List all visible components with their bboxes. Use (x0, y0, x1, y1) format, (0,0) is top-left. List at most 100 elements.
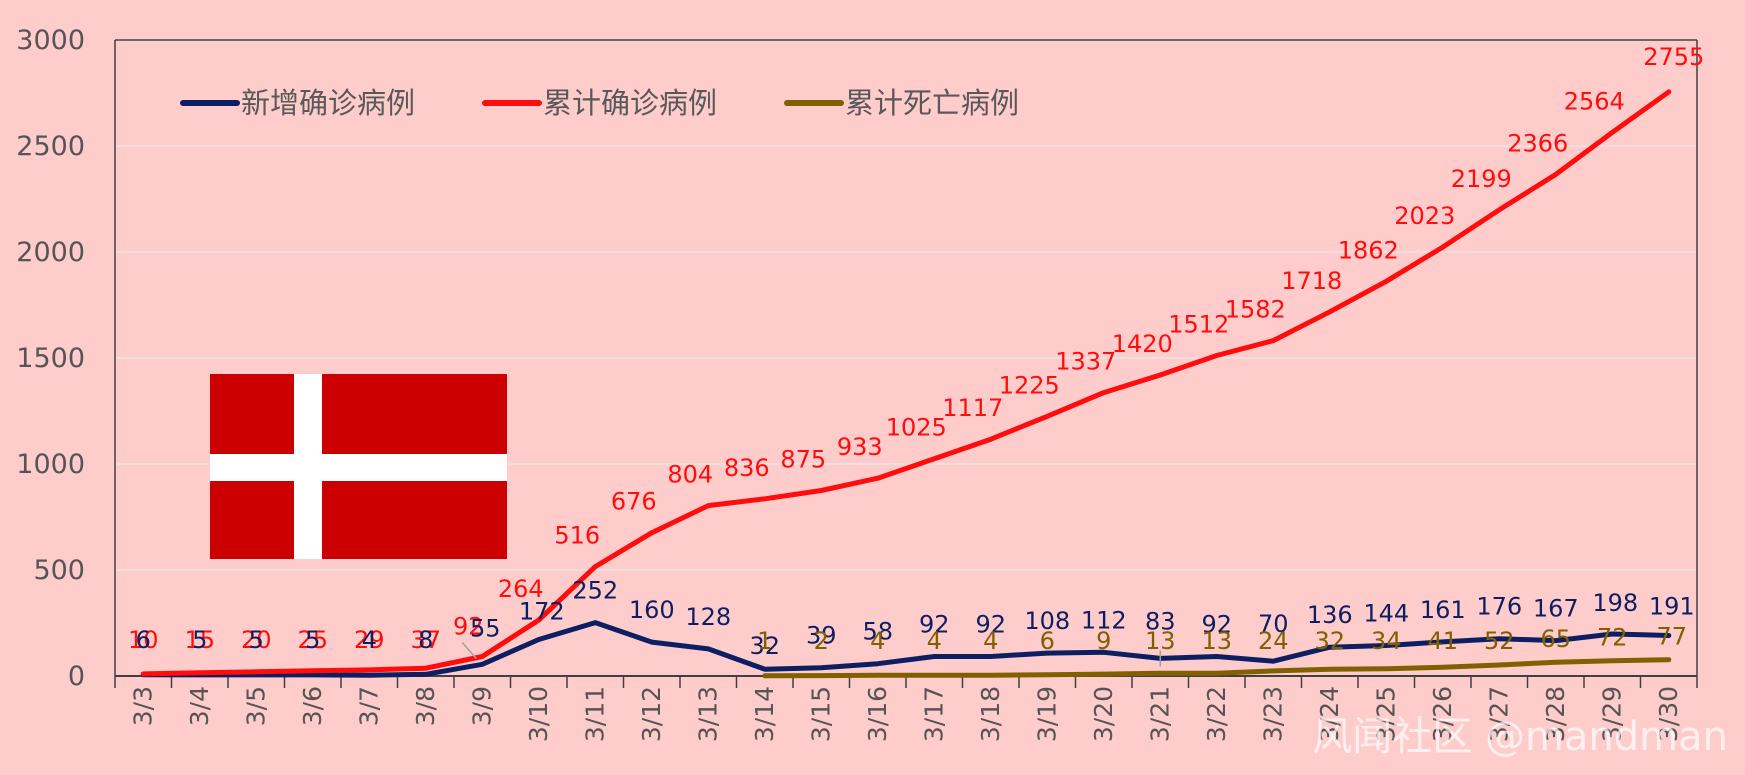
x-tick-label: 3/16 (863, 686, 892, 742)
data-label-new: 136 (1307, 601, 1353, 629)
data-label-cumulative: 20 (241, 626, 272, 654)
data-label-cumulative: 2564 (1564, 87, 1625, 115)
data-label-new: 191 (1649, 593, 1695, 621)
x-tick-label: 3/11 (580, 686, 609, 742)
series-lines (140, 89, 1672, 679)
x-tick-label: 3/30 (1654, 686, 1683, 742)
y-tick-label: 2500 (16, 131, 85, 162)
data-label-new: 92 (1201, 610, 1232, 638)
data-label-deaths: 1 (757, 627, 772, 655)
data-label-new: 128 (685, 603, 731, 631)
data-label-cumulative: 29 (354, 626, 385, 654)
y-tick-label: 1000 (16, 449, 85, 480)
data-label-new: 160 (629, 596, 675, 624)
y-axis-ticks: 0 500 1000 1500 2000 2500 3000 (16, 25, 85, 692)
data-label-deaths: 77 (1656, 623, 1687, 651)
data-label-cumulative: 1862 (1338, 236, 1399, 264)
x-axis-ticks: 3/3 3/4 3/5 3/6 3/7 3/8 3/9 3/10 3/11 3/12 3/13 3/1… (114, 676, 1698, 742)
data-label-new: 83 (1145, 607, 1176, 635)
x-tick-label: 3/23 (1258, 686, 1287, 742)
data-label-deaths: 41 (1427, 627, 1458, 655)
data-label-new: 5 (249, 626, 264, 654)
data-label-deaths: 52 (1484, 627, 1515, 655)
data-label-deaths: 9 (1096, 627, 1111, 655)
x-tick-label: 3/29 (1597, 686, 1626, 742)
data-label-new: 112 (1081, 606, 1127, 634)
data-label-cumulative: 1582 (1225, 296, 1286, 324)
watermark-text: 风闻社区 @mandman (1312, 714, 1728, 760)
y-tick-label: 1500 (16, 343, 85, 374)
data-label-deaths: 72 (1597, 624, 1628, 652)
data-label-cumulative: 2755 (1643, 43, 1704, 71)
data-label-cumulative: 1718 (1281, 267, 1342, 295)
x-tick-label: 3/10 (524, 686, 553, 742)
data-label-new: 144 (1363, 599, 1409, 627)
data-label-new: 198 (1592, 589, 1638, 617)
x-tick-label: 3/14 (750, 686, 779, 742)
x-tick-label: 3/12 (637, 686, 666, 742)
x-tick-label: 3/4 (185, 686, 214, 726)
data-label-new: 5 (305, 626, 320, 654)
data-label-cumulative: 15 (184, 626, 215, 654)
data-label-new: 6 (136, 626, 151, 654)
data-label-new: 55 (470, 614, 501, 642)
y-tick-label: 0 (68, 661, 85, 692)
series-line-0 (140, 620, 1672, 678)
data-label-cumulative: 516 (554, 522, 600, 550)
data-label-cumulative: 264 (498, 575, 544, 603)
data-label-new: 39 (806, 622, 837, 650)
data-label-deaths: 34 (1371, 627, 1402, 655)
x-tick-label: 3/28 (1541, 686, 1570, 742)
data-label-cumulative: 2023 (1394, 202, 1455, 230)
data-label-new: 8 (418, 626, 433, 654)
flag-cross-horizontal (210, 454, 507, 481)
data-label-cumulative: 25 (297, 626, 328, 654)
data-label-new: 108 (1024, 607, 1070, 635)
data-label-cumulative: 92 (453, 612, 484, 640)
data-label-cumulative: 875 (780, 446, 826, 474)
data-label-deaths: 2 (814, 627, 829, 655)
x-tick-label: 3/3 (128, 686, 157, 726)
data-label-new: 4 (362, 626, 377, 654)
legend-label-1: 累计确诊病例 (543, 86, 717, 120)
data-label-deaths: 4 (870, 627, 885, 655)
data-label-deaths: 65 (1540, 625, 1571, 653)
x-tick-label: 3/25 (1371, 686, 1400, 742)
x-tick-label: 3/27 (1484, 686, 1513, 742)
data-label-cumulative: 836 (724, 454, 770, 482)
x-tick-label: 3/17 (919, 686, 948, 742)
x-tick-label: 3/26 (1428, 686, 1457, 742)
data-label-new: 161 (1420, 596, 1466, 624)
data-label-cumulative: 933 (837, 433, 883, 461)
leader-line (461, 642, 477, 659)
x-tick-label: 3/9 (467, 686, 496, 726)
x-tick-label: 3/22 (1202, 686, 1231, 742)
legend-label-2: 累计死亡病例 (845, 86, 1019, 120)
data-label-deaths: 13 (1201, 627, 1232, 655)
legend-label-0: 新增确诊病例 (241, 86, 415, 120)
data-label-cumulative: 1512 (1168, 310, 1229, 338)
data-label-cumulative: 1225 (999, 371, 1060, 399)
data-label-deaths: 4 (983, 627, 998, 655)
data-label-cumulative: 37 (410, 626, 441, 654)
legend: 新增确诊病例 累计确诊病例 累计死亡病例 (180, 86, 1019, 120)
data-label-cumulative: 1337 (1055, 348, 1116, 376)
x-tick-label: 3/15 (806, 686, 835, 742)
data-label-deaths: 24 (1258, 627, 1289, 655)
x-tick-label: 3/13 (693, 686, 722, 742)
data-label-new: 167 (1533, 595, 1579, 623)
y-tick-label: 2000 (16, 237, 85, 268)
data-label-cumulative: 2366 (1507, 129, 1568, 157)
x-tick-label: 3/19 (1032, 686, 1061, 742)
data-label-new: 58 (862, 618, 893, 646)
series-line-2 (762, 657, 1672, 679)
data-label-deaths: 32 (1314, 627, 1345, 655)
data-label-deaths: 6 (1040, 627, 1055, 655)
data-label-new: 252 (572, 577, 618, 605)
data-label-new: 32 (749, 632, 780, 660)
x-tick-label: 3/24 (1315, 686, 1344, 742)
data-label-cumulative: 10 (128, 626, 159, 654)
data-label-new: 92 (975, 610, 1006, 638)
x-tick-label: 3/7 (354, 686, 383, 726)
